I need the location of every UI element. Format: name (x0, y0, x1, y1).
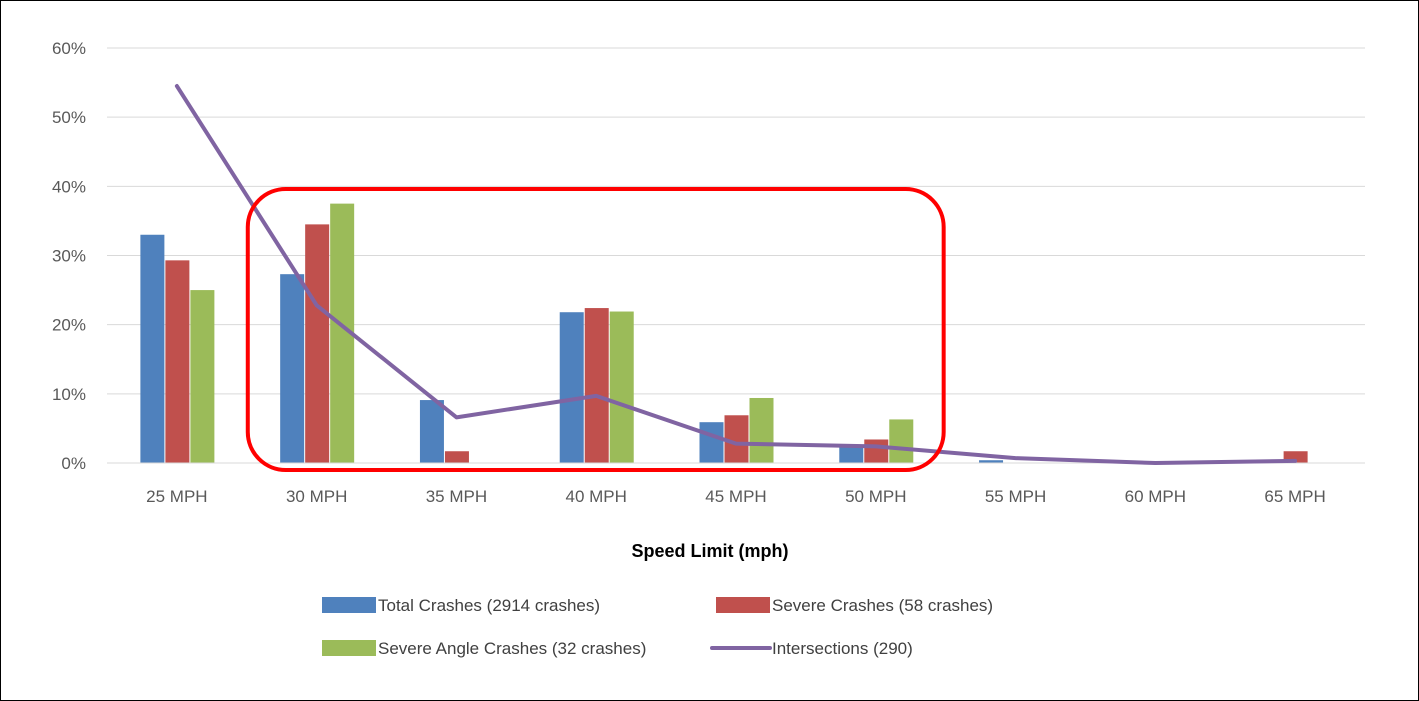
x-axis-title: Speed Limit (mph) (632, 541, 789, 561)
legend-label-intersections: Intersections (290) (772, 639, 913, 658)
x-axis-ticks: 25 MPH 30 MPH 35 MPH 40 MPH 45 MPH 50 MPH 55 M… (146, 487, 1326, 506)
bar-severe-angle-crashes (889, 419, 914, 463)
legend-label-severe-crashes: Severe Crashes (58 crashes) (772, 596, 993, 615)
bar-total-crashes (839, 445, 864, 463)
bar-total-crashes (979, 460, 1004, 463)
legend-swatch-severe-crashes (716, 597, 770, 613)
y-tick-label: 10% (52, 385, 86, 404)
bar-severe-angle-crashes (190, 290, 215, 463)
bar-total-crashes (280, 274, 305, 463)
bar-total-crashes (559, 312, 584, 463)
bar-total-crashes (699, 422, 724, 463)
bar-series (140, 203, 1308, 463)
bar-severe-crashes (444, 451, 469, 463)
highlight-annotation-box (245, 187, 946, 472)
bar-severe-crashes (165, 260, 190, 463)
y-tick-label: 20% (52, 316, 86, 335)
line-series-intersections (174, 84, 1298, 465)
y-tick-label: 0% (61, 454, 86, 473)
y-axis-ticks: 0% 10% 20% 30% 40% 50% 60% (52, 39, 86, 473)
legend-label-severe-angle-crashes: Severe Angle Crashes (32 crashes) (378, 639, 646, 658)
x-tick-label: 35 MPH (426, 487, 487, 506)
bar-total-crashes (140, 234, 165, 463)
x-tick-label: 60 MPH (1125, 487, 1186, 506)
bar-severe-angle-crashes (609, 311, 634, 463)
bar-severe-crashes (584, 308, 609, 463)
y-tick-label: 40% (52, 177, 86, 196)
legend-swatch-severe-angle-crashes (322, 640, 376, 656)
bar-severe-crashes (864, 439, 889, 463)
bar-severe-angle-crashes (749, 397, 774, 463)
legend-swatch-total-crashes (322, 597, 376, 613)
legend-label-total-crashes: Total Crashes (2914 crashes) (378, 596, 600, 615)
bar-total-crashes (419, 400, 444, 463)
y-tick-label: 30% (52, 247, 86, 266)
legend: Total Crashes (2914 crashes) Severe Crash… (322, 596, 993, 658)
y-tick-label: 60% (52, 39, 86, 58)
x-tick-label: 45 MPH (705, 487, 766, 506)
x-tick-label: 55 MPH (985, 487, 1046, 506)
bar-severe-crashes (1283, 451, 1308, 463)
x-tick-label: 40 MPH (566, 487, 627, 506)
x-tick-label: 65 MPH (1264, 487, 1325, 506)
bar-severe-crashes (305, 224, 330, 463)
y-tick-label: 50% (52, 108, 86, 127)
x-tick-label: 50 MPH (845, 487, 906, 506)
x-tick-label: 30 MPH (286, 487, 347, 506)
x-tick-label: 25 MPH (146, 487, 207, 506)
